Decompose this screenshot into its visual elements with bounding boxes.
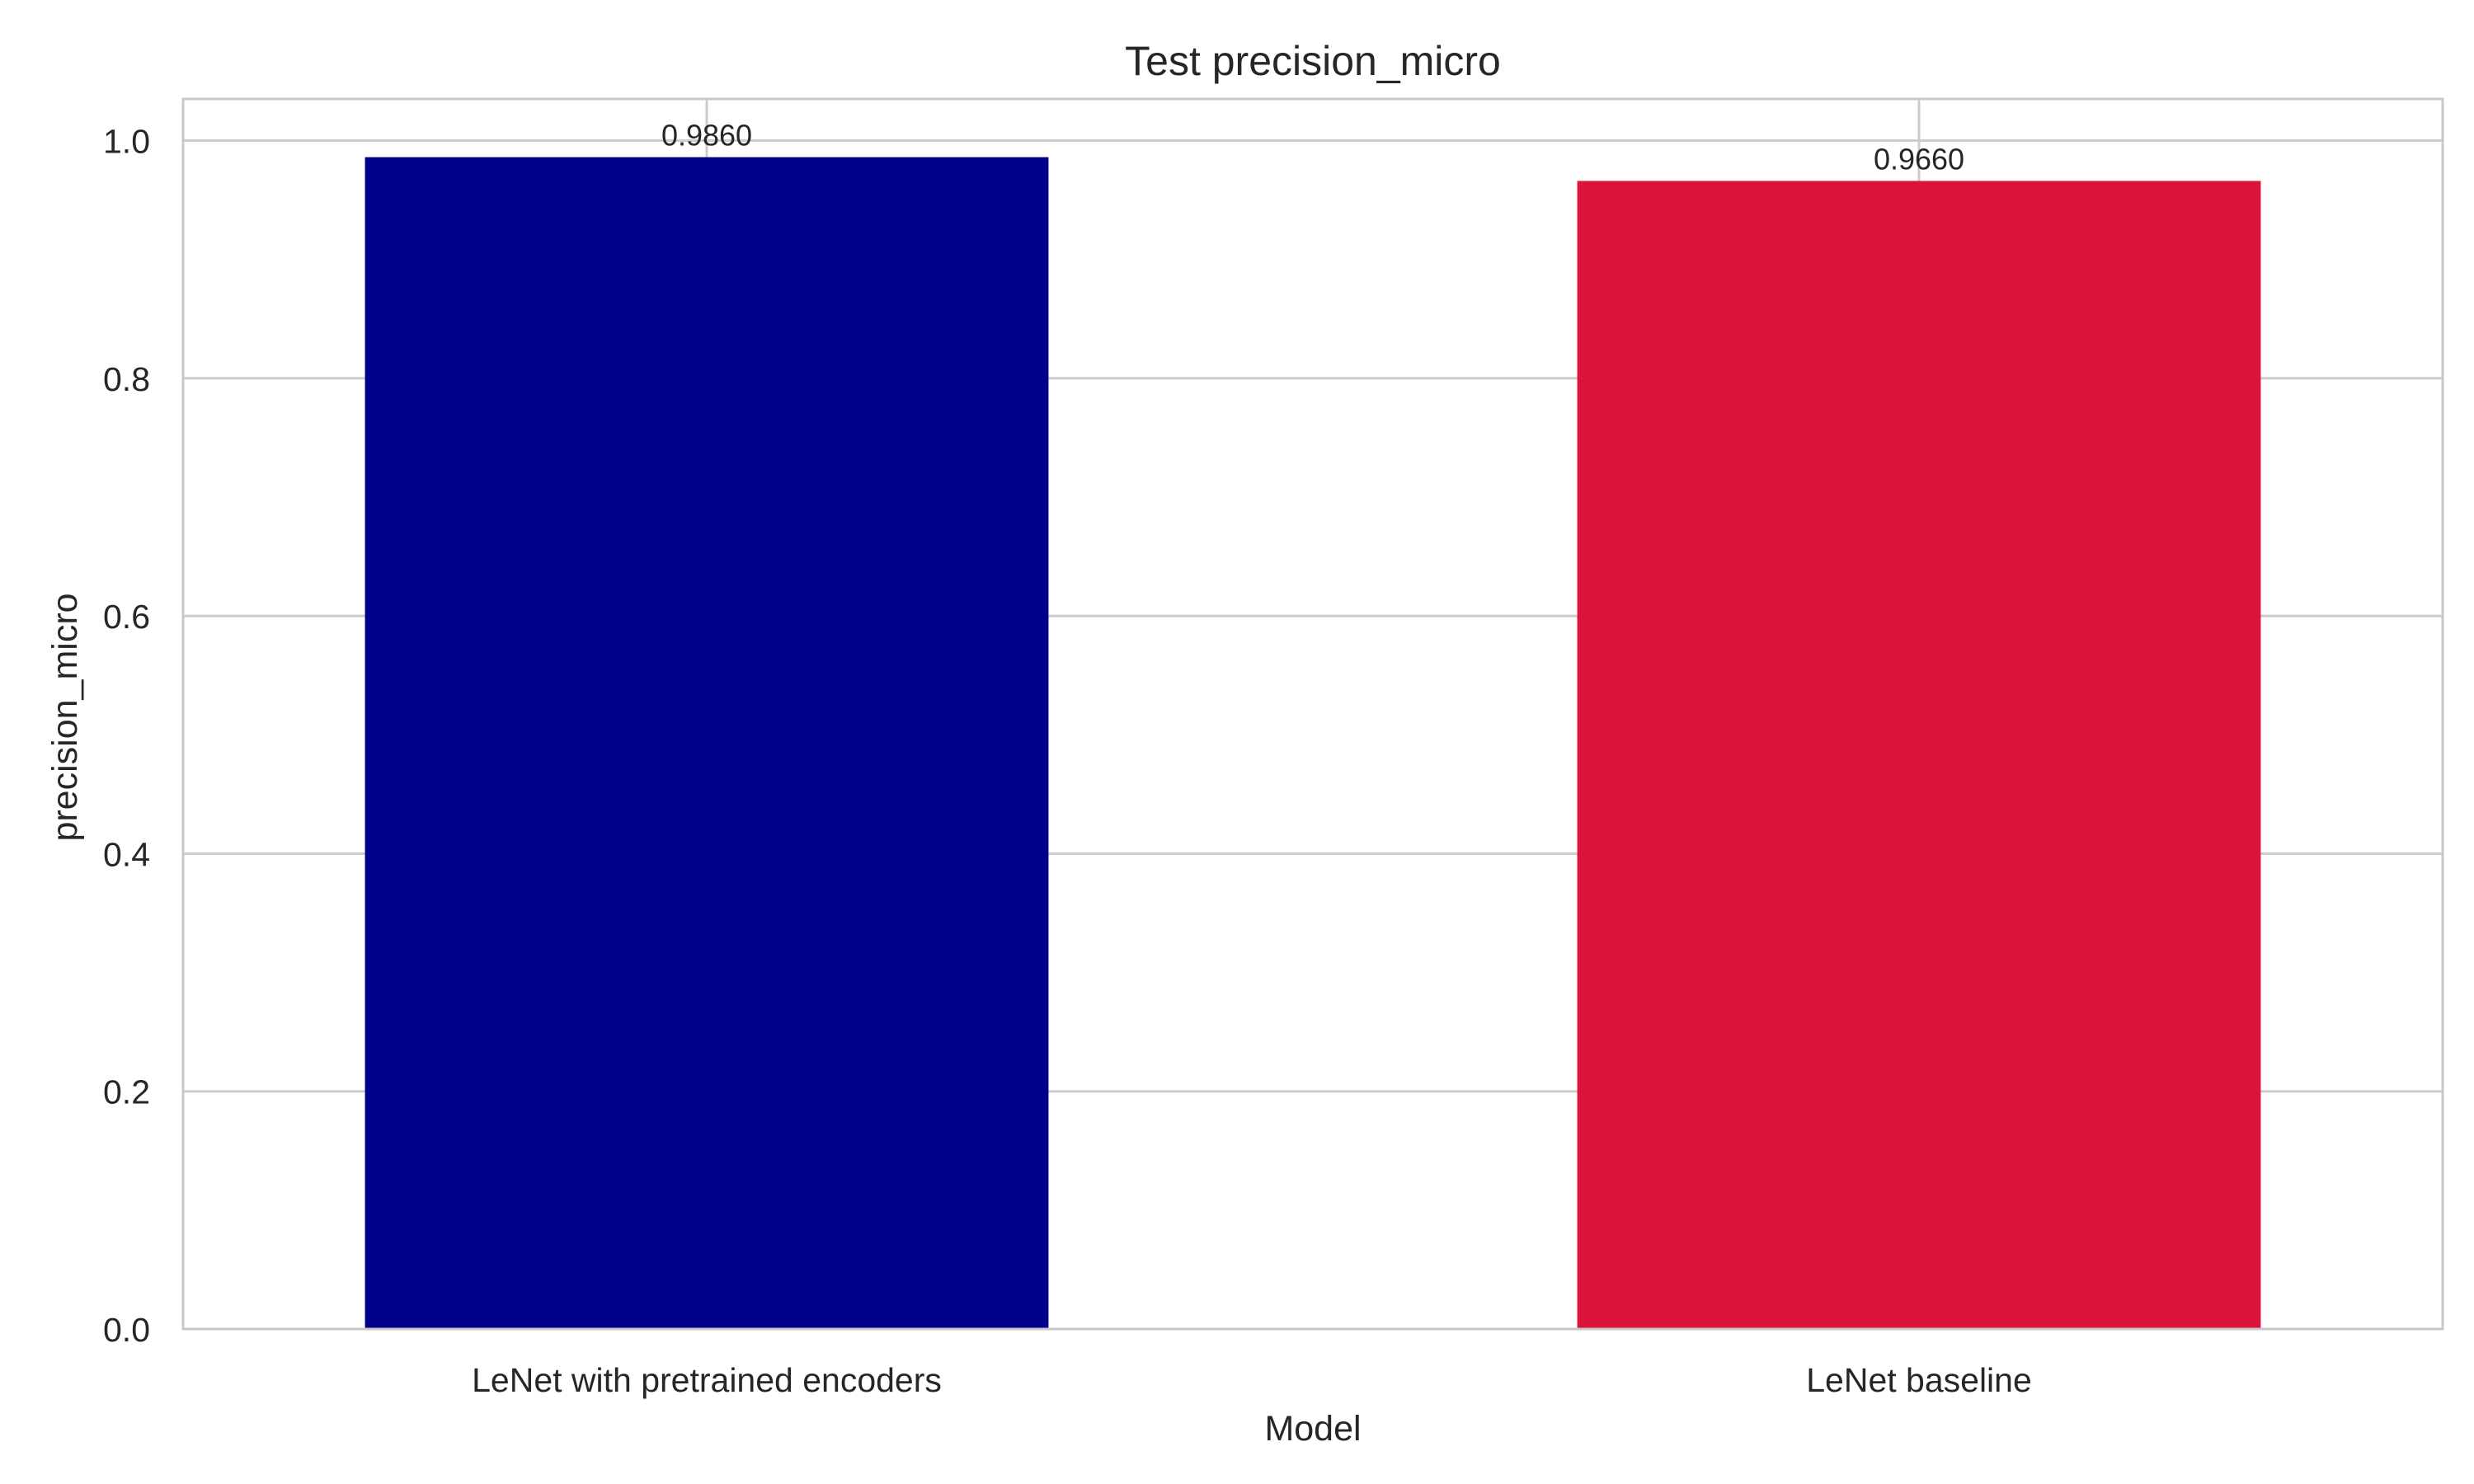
value-labels: 0.9860 0.9660: [661, 119, 1964, 176]
y-tick-label: 0.2: [103, 1073, 150, 1111]
y-tick-label: 0.8: [103, 360, 150, 398]
plot-frame: [181, 97, 2444, 1331]
value-label: 0.9860: [661, 119, 752, 153]
bar: [1577, 181, 2261, 1329]
y-tick-label: 0.6: [103, 598, 150, 636]
value-label: 0.9660: [1874, 142, 1964, 176]
chart-title: Test precision_micro: [1125, 38, 1501, 84]
bars: [365, 157, 2261, 1329]
x-axis-label: Model: [1264, 1409, 1361, 1449]
tick-labels: 0.0 0.2 0.4 0.6 0.8 1.0 LeNet with pretrained …: [103, 122, 2032, 1399]
y-tick-label: 0.0: [103, 1311, 150, 1349]
x-tick-label: LeNet with pretrained encoders: [472, 1361, 942, 1399]
x-tick-label: LeNet baseline: [1806, 1361, 2032, 1399]
bar: [365, 157, 1049, 1329]
y-tick-label: 1.0: [103, 122, 150, 160]
y-tick-label: 0.4: [103, 835, 150, 873]
y-axis-label: precision_micro: [45, 593, 85, 841]
